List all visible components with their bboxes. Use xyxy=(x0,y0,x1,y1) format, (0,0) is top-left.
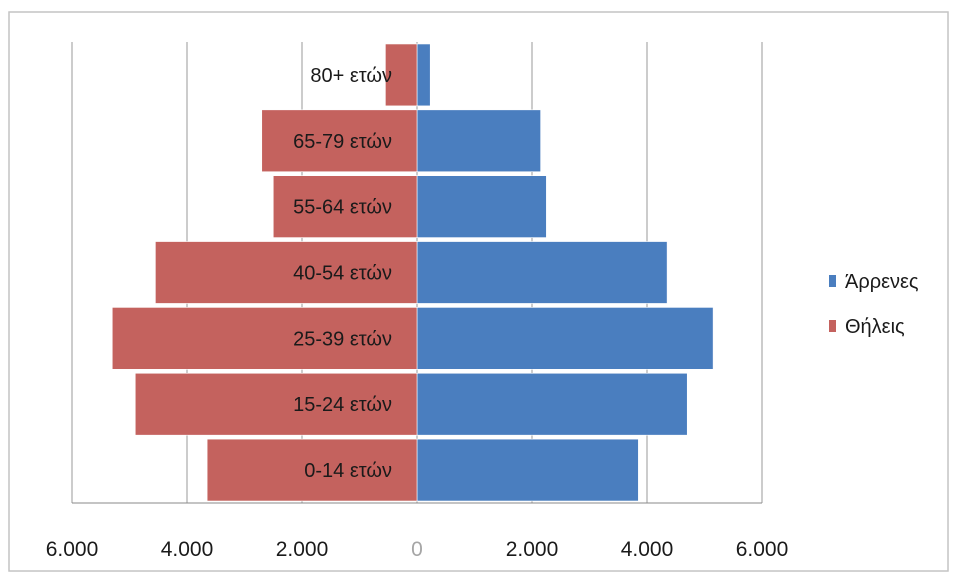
x-tick-label: 4.000 xyxy=(161,538,214,561)
category-label: 55-64 ετών xyxy=(293,197,392,219)
bar-male-2 xyxy=(416,307,714,370)
bar-female-0 xyxy=(206,438,418,502)
bar-female-1 xyxy=(134,372,418,436)
bar-male-5 xyxy=(416,109,541,173)
bar-female-2 xyxy=(111,307,418,370)
x-tick-label: 6.000 xyxy=(736,538,789,561)
bar-male-4 xyxy=(416,175,547,238)
bar-female-6 xyxy=(385,43,418,107)
bar-female-3 xyxy=(155,241,418,304)
bar-male-6 xyxy=(416,43,431,107)
legend-swatch xyxy=(829,320,836,332)
bar-male-1 xyxy=(416,372,688,436)
category-labels: 0-14 ετών 15-24 ετών 25-39 ετών 40-54 ετών 5… xyxy=(293,65,392,482)
bar-female-4 xyxy=(272,175,418,238)
category-label: 80+ ετών xyxy=(310,65,392,87)
legend-label: Θήλεις xyxy=(845,316,905,338)
category-label: 0-14 ετών xyxy=(304,460,392,482)
bar-male-3 xyxy=(416,241,668,304)
bars xyxy=(111,43,714,502)
bar-male-0 xyxy=(416,438,639,502)
x-tick-label: 4.000 xyxy=(621,538,674,561)
legend: Άρρενες Θήλεις xyxy=(829,271,919,338)
x-tick-label: 0 xyxy=(411,538,423,561)
category-label: 15-24 ετών xyxy=(293,394,392,416)
legend-label: Άρρενες xyxy=(845,271,919,293)
x-axis-ticks: 6.000 4.000 2.000 0 2.000 4.000 6.000 xyxy=(46,538,789,561)
x-tick-label: 2.000 xyxy=(506,538,559,561)
bar-female-5 xyxy=(261,109,418,173)
category-label: 65-79 ετών xyxy=(293,131,392,153)
legend-swatch xyxy=(829,275,836,287)
x-tick-label: 6.000 xyxy=(46,538,99,561)
category-label: 40-54 ετών xyxy=(293,263,392,285)
x-tick-label: 2.000 xyxy=(276,538,329,561)
category-label: 25-39 ετών xyxy=(293,328,392,350)
